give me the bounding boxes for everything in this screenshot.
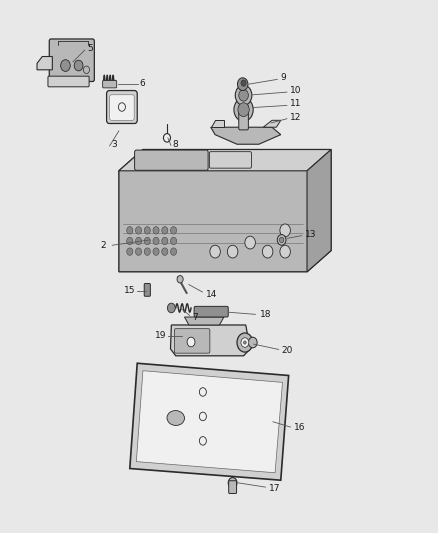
Circle shape: [144, 237, 150, 245]
Polygon shape: [119, 150, 330, 171]
Circle shape: [238, 90, 248, 101]
Polygon shape: [119, 150, 330, 272]
Circle shape: [135, 237, 141, 245]
Circle shape: [177, 276, 183, 283]
Text: 8: 8: [172, 140, 178, 149]
Circle shape: [237, 333, 252, 352]
Polygon shape: [263, 120, 280, 127]
Circle shape: [60, 60, 70, 71]
Polygon shape: [37, 56, 52, 70]
Text: 9: 9: [279, 72, 285, 82]
Circle shape: [161, 237, 167, 245]
FancyBboxPatch shape: [106, 91, 137, 124]
Text: 15: 15: [124, 286, 135, 295]
Text: 18: 18: [259, 310, 271, 319]
Text: 3: 3: [111, 140, 117, 149]
Circle shape: [152, 237, 159, 245]
Ellipse shape: [166, 410, 184, 425]
Circle shape: [187, 337, 194, 347]
Circle shape: [209, 245, 220, 258]
Circle shape: [227, 245, 237, 258]
Text: 11: 11: [289, 99, 300, 108]
Circle shape: [144, 227, 150, 234]
Text: 16: 16: [293, 423, 305, 432]
Text: 13: 13: [304, 230, 316, 239]
Text: 19: 19: [154, 331, 166, 340]
Circle shape: [135, 248, 141, 255]
Text: 5: 5: [87, 44, 93, 53]
Circle shape: [170, 237, 176, 245]
Circle shape: [243, 341, 246, 344]
Polygon shape: [170, 325, 250, 356]
Circle shape: [135, 227, 141, 234]
Circle shape: [167, 303, 175, 313]
Circle shape: [127, 237, 133, 245]
Circle shape: [228, 478, 237, 488]
FancyBboxPatch shape: [209, 152, 251, 168]
Circle shape: [199, 387, 206, 396]
Circle shape: [237, 103, 249, 117]
Circle shape: [277, 235, 286, 245]
Circle shape: [161, 248, 167, 255]
Polygon shape: [130, 364, 288, 480]
Text: 20: 20: [281, 346, 292, 355]
FancyBboxPatch shape: [238, 106, 248, 130]
Circle shape: [127, 248, 133, 255]
FancyBboxPatch shape: [134, 150, 208, 170]
Circle shape: [161, 227, 167, 234]
FancyBboxPatch shape: [110, 95, 134, 120]
Circle shape: [237, 78, 247, 91]
Circle shape: [127, 227, 133, 234]
Circle shape: [240, 80, 246, 86]
FancyBboxPatch shape: [102, 80, 117, 88]
Circle shape: [144, 248, 150, 255]
Text: 7: 7: [191, 312, 197, 321]
Circle shape: [152, 248, 159, 255]
FancyBboxPatch shape: [48, 76, 89, 87]
Text: 17: 17: [268, 484, 279, 493]
FancyBboxPatch shape: [174, 329, 209, 353]
Circle shape: [74, 60, 83, 71]
Text: 14: 14: [205, 289, 216, 298]
Circle shape: [83, 66, 89, 74]
Circle shape: [199, 412, 206, 421]
FancyBboxPatch shape: [144, 284, 150, 296]
FancyBboxPatch shape: [194, 306, 228, 317]
Polygon shape: [136, 370, 282, 473]
FancyBboxPatch shape: [228, 481, 236, 494]
Circle shape: [199, 437, 206, 445]
Circle shape: [163, 134, 170, 142]
Circle shape: [244, 236, 255, 249]
Circle shape: [248, 337, 257, 348]
Text: 2: 2: [100, 241, 106, 250]
Circle shape: [279, 237, 283, 243]
Text: 12: 12: [289, 112, 300, 122]
Circle shape: [170, 227, 176, 234]
Polygon shape: [184, 317, 223, 325]
Circle shape: [279, 245, 290, 258]
Circle shape: [152, 227, 159, 234]
Circle shape: [262, 245, 272, 258]
Circle shape: [233, 98, 253, 122]
Polygon shape: [210, 120, 223, 127]
Circle shape: [240, 338, 248, 348]
Text: 6: 6: [140, 78, 145, 87]
Text: 10: 10: [289, 86, 300, 95]
Circle shape: [118, 103, 125, 111]
Circle shape: [235, 85, 251, 106]
FancyBboxPatch shape: [49, 39, 94, 82]
Polygon shape: [210, 127, 280, 144]
Circle shape: [279, 224, 290, 237]
Circle shape: [170, 248, 176, 255]
Polygon shape: [306, 150, 330, 272]
